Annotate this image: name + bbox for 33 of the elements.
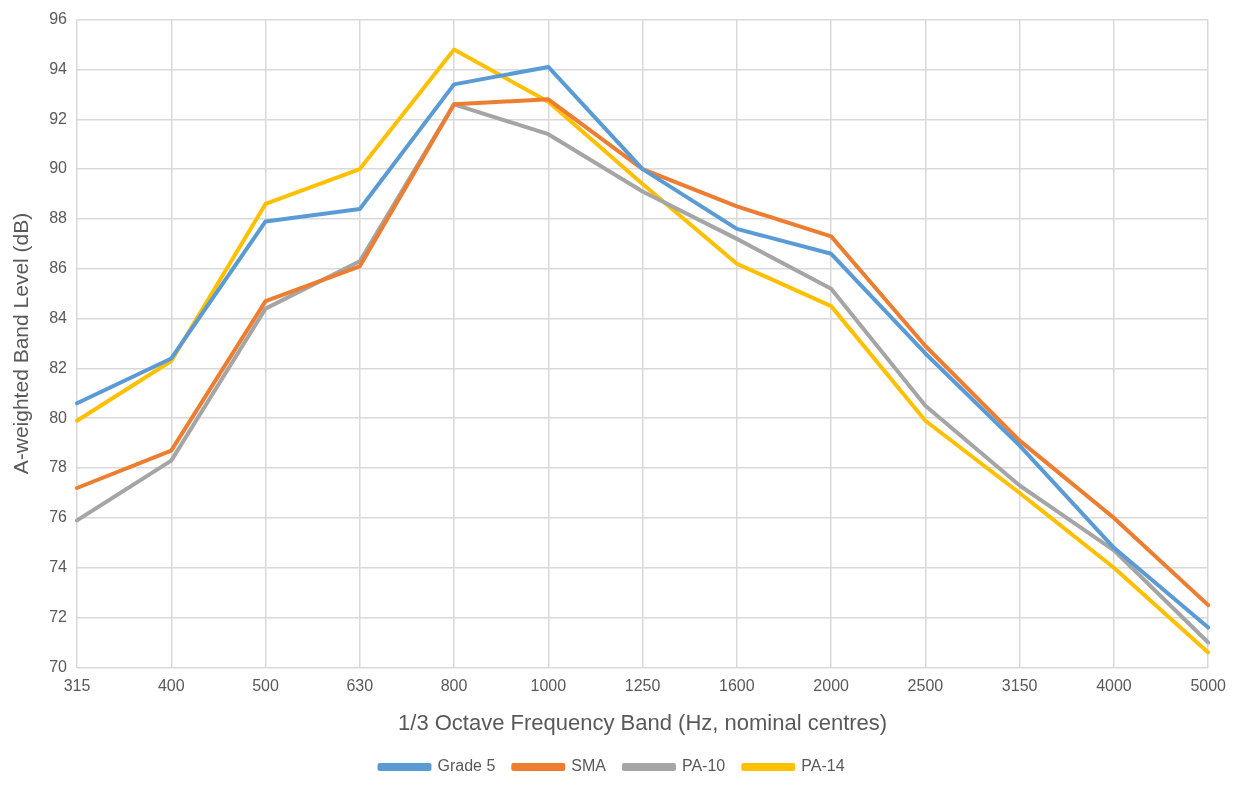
x-tick-label: 630 [346, 677, 374, 695]
x-tick-label: 800 [440, 677, 468, 695]
x-tick-label: 3150 [1001, 677, 1038, 695]
legend-label: Grade 5 [437, 757, 496, 775]
x-tick-label: 400 [157, 677, 185, 695]
y-tick-label: 70 [49, 657, 68, 675]
y-tick-label: 74 [49, 558, 68, 576]
x-tick-label: 315 [63, 677, 91, 695]
y-tick-label: 80 [49, 408, 68, 426]
y-tick-label: 78 [49, 458, 68, 476]
x-tick-label: 5000 [1190, 677, 1227, 695]
y-tick-label: 72 [49, 607, 68, 625]
x-tick-label: 500 [252, 677, 279, 695]
legend-label: SMA [571, 757, 607, 775]
x-tick-label: 2500 [907, 677, 944, 695]
x-tick-label: 4000 [1096, 677, 1132, 695]
y-tick-label: 76 [49, 508, 68, 526]
y-tick-label: 96 [49, 10, 68, 28]
y-tick-label: 92 [49, 109, 68, 127]
y-tick-label: 84 [49, 308, 68, 326]
x-tick-label: 1000 [530, 677, 567, 695]
x-tick-label: 1600 [719, 677, 755, 695]
x-tick-label: 2000 [813, 677, 850, 695]
y-tick-label: 82 [49, 358, 68, 376]
x-tick-label: 1250 [624, 677, 661, 695]
y-tick-label: 90 [49, 159, 68, 177]
y-tick-label: 86 [49, 259, 68, 277]
y-tick-label: 94 [49, 59, 68, 77]
legend-label: PA-10 [681, 757, 726, 775]
y-axis-title: A-weighted Band Level (dB) [9, 212, 33, 475]
x-axis-title: 1/3 Octave Frequency Band (Hz, nominal centres) [398, 709, 888, 735]
y-tick-label: 88 [49, 209, 68, 227]
legend-label: PA-14 [801, 757, 845, 775]
